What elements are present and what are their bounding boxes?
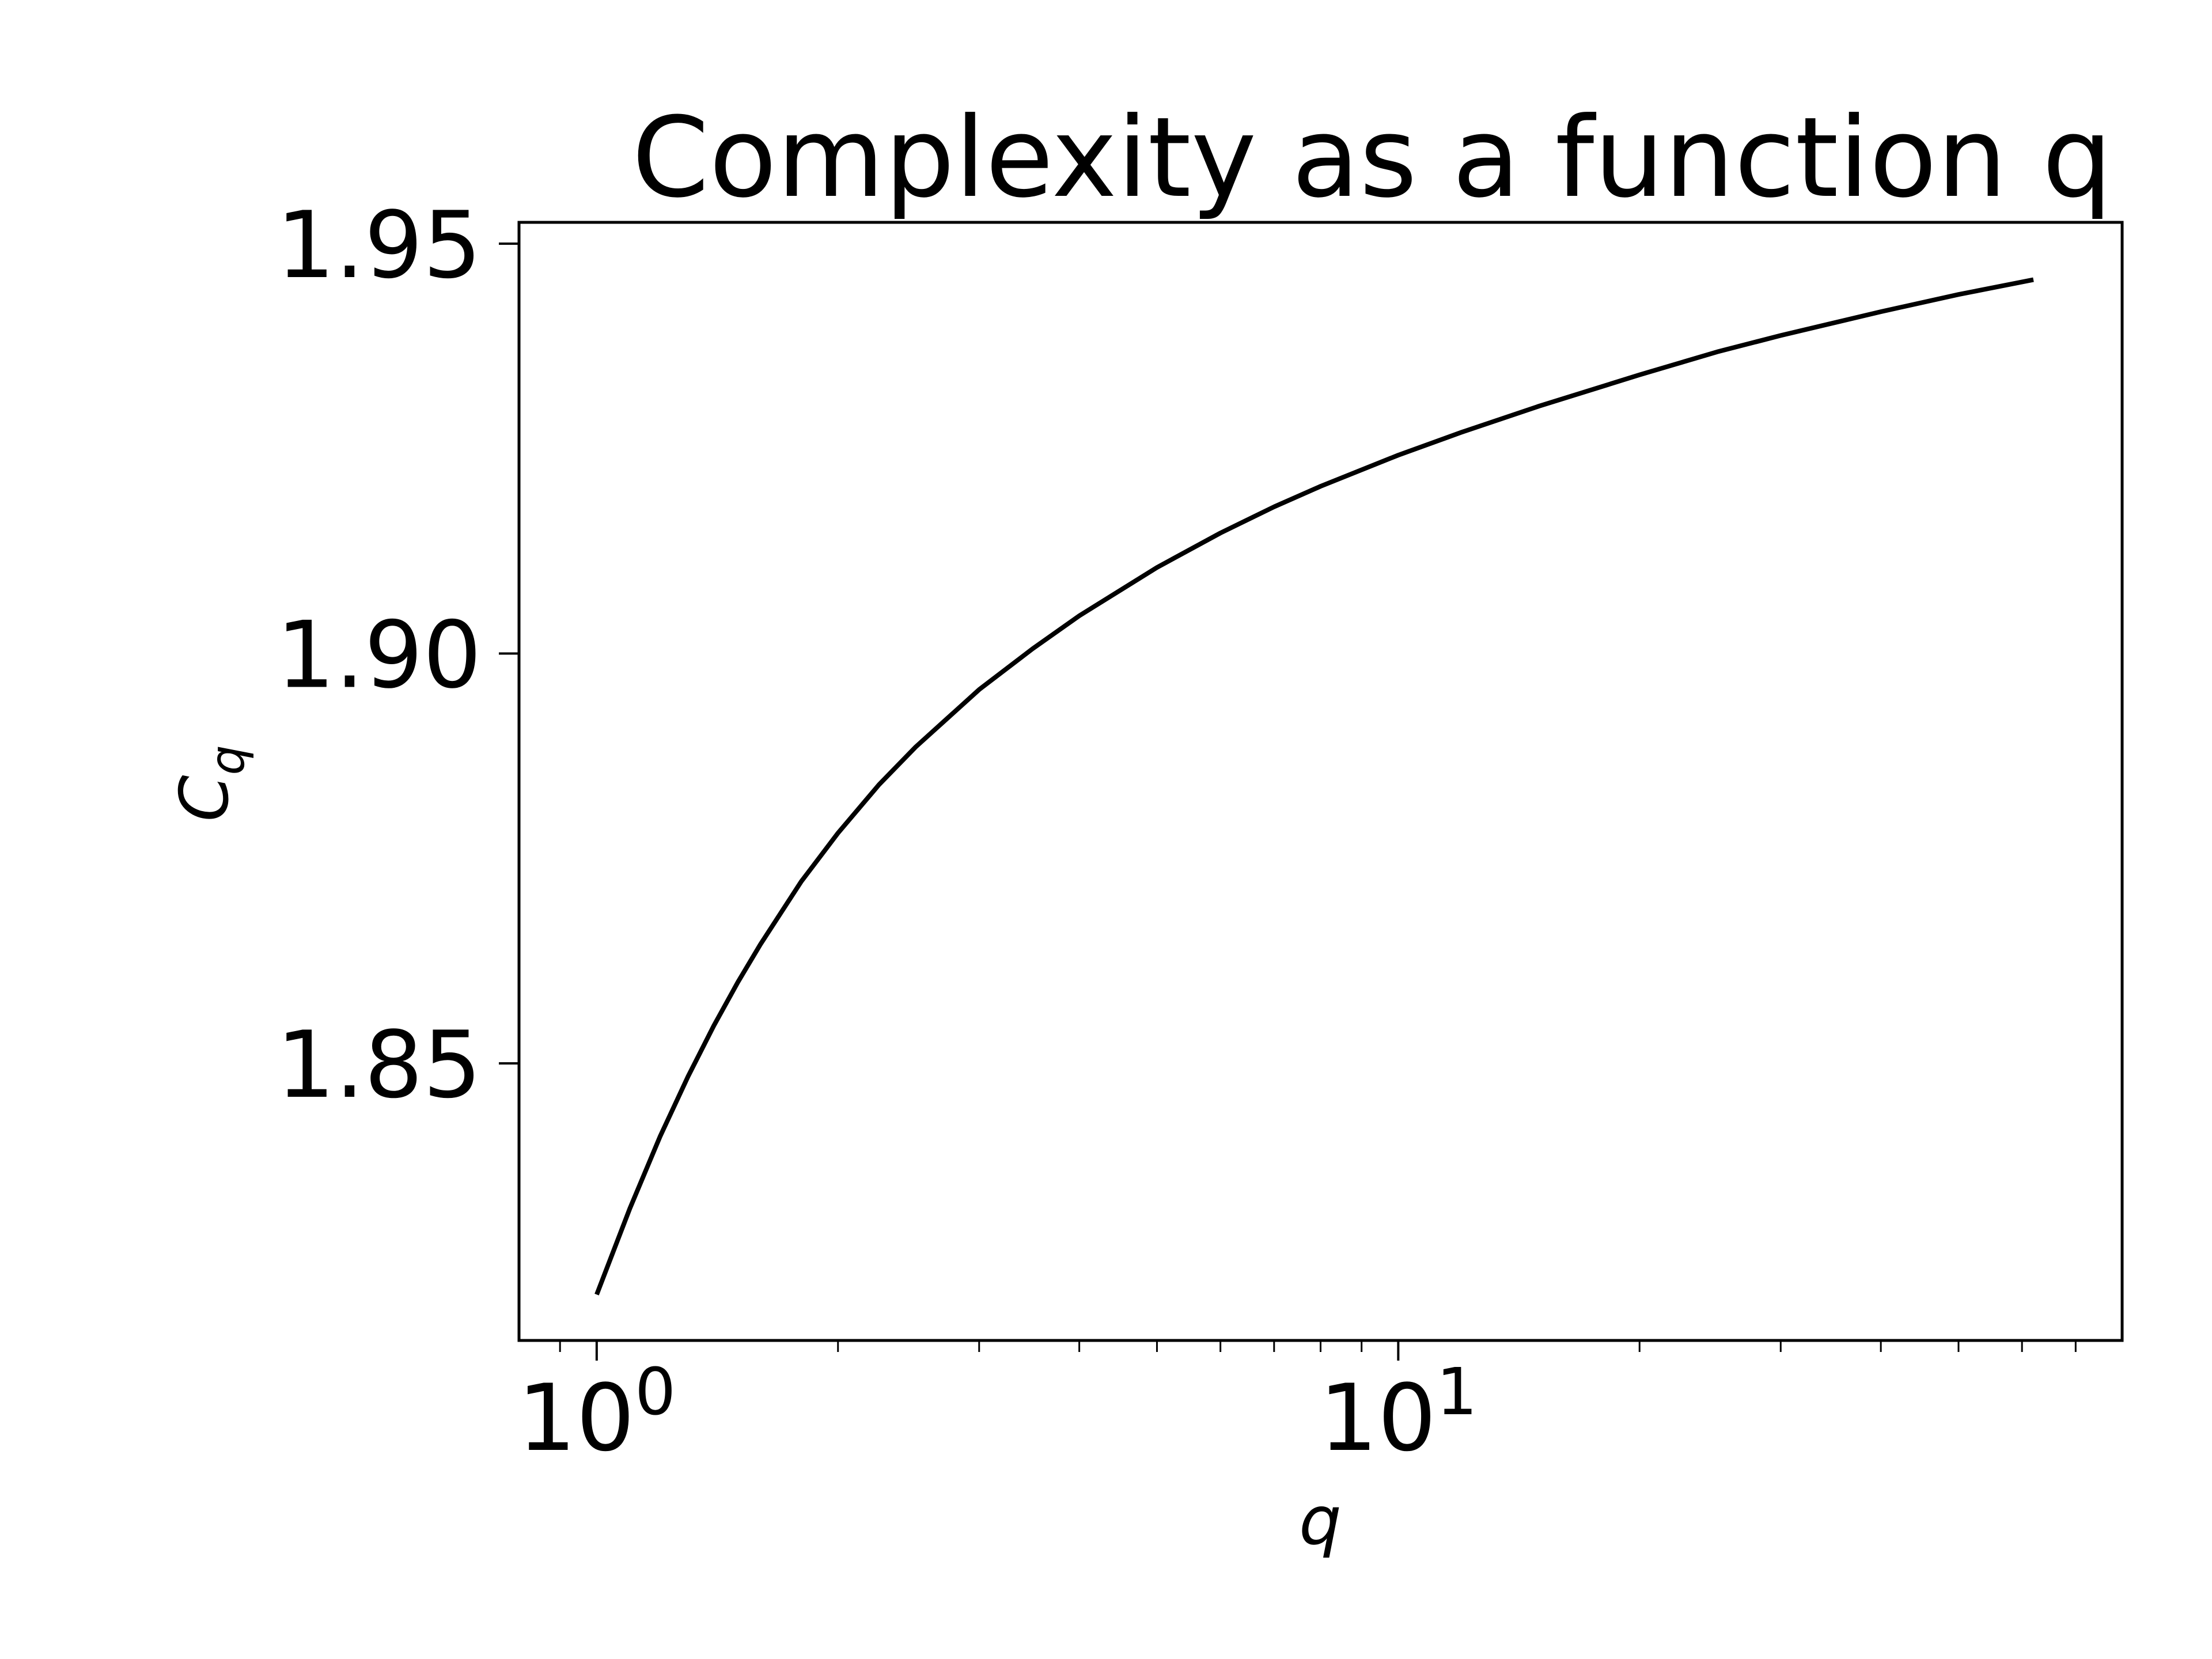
ticks-layer bbox=[499, 242, 2077, 1361]
x-tick-label-base: 10 bbox=[1319, 1364, 1437, 1472]
chart-title: Complexity as a function q bbox=[632, 94, 2112, 222]
plot-frame bbox=[517, 221, 2124, 1342]
y-tick-label: 1.85 bbox=[276, 1011, 482, 1119]
y-tick-label: 1.90 bbox=[276, 601, 482, 709]
x-tick-label-exponent: 0 bbox=[635, 1355, 676, 1430]
x-tick-label-exponent: 1 bbox=[1437, 1355, 1478, 1430]
series-line bbox=[594, 277, 2034, 1296]
x-tick-label: 101 bbox=[1319, 1355, 1478, 1472]
y-tick-label: 1.95 bbox=[276, 191, 482, 299]
y-axis-label: Cq bbox=[166, 745, 255, 821]
x-tick-label-base: 10 bbox=[517, 1364, 635, 1472]
y-axis-label-main: C bbox=[166, 775, 244, 822]
x-axis-label: q bbox=[1299, 1482, 1342, 1560]
y-axis-label-sub: q bbox=[200, 745, 255, 775]
x-tick-label: 100 bbox=[517, 1355, 676, 1472]
series-layer bbox=[594, 277, 2034, 1296]
